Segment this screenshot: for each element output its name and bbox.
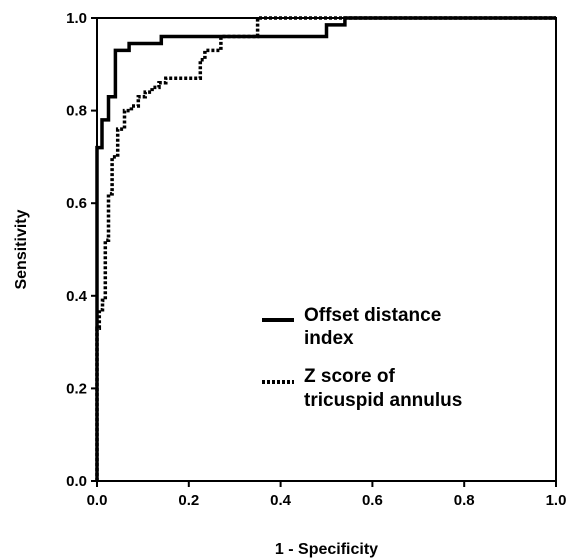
x-tick-label: 0.2 [178, 492, 199, 509]
x-tick-label: 0.4 [270, 492, 292, 509]
y-tick-label: 0.4 [66, 288, 88, 305]
plot-layer [95, 16, 556, 481]
y-tick-label: 0.0 [66, 473, 87, 490]
legend-label-z-score-line1: Z score of [304, 366, 395, 387]
y-axis-title: Sensitivity [13, 209, 30, 289]
series-line-offset-distance-index [95, 16, 556, 481]
y-tick-label: 0.6 [66, 195, 87, 212]
legend-label-offset-distance-index-line1: Offset distance [304, 305, 441, 326]
axis-layer: 0.0 0.2 0.4 0.6 0.8 1.0 0.0 0.2 0.4 0.6 0.8 1.0 [66, 10, 566, 509]
x-tick-label: 1.0 [546, 492, 567, 509]
y-tick-label: 1.0 [66, 10, 87, 27]
legend-label-offset-distance-index-line2: index [304, 328, 354, 349]
x-tick-label: 0.6 [362, 492, 383, 509]
series-line-z-score [95, 16, 556, 481]
x-tick-label: 0.8 [454, 492, 475, 509]
x-axis-title: 1 - Specificity [275, 541, 378, 558]
y-tick-label: 0.8 [66, 103, 87, 120]
y-tick-label: 0.2 [66, 380, 87, 397]
legend: Offset distance index Z score of tricusp… [262, 305, 462, 411]
legend-label-z-score-line2: tricuspid annulus [304, 390, 462, 411]
plot-frame [96, 17, 557, 482]
x-tick-label: 0.0 [87, 492, 108, 509]
